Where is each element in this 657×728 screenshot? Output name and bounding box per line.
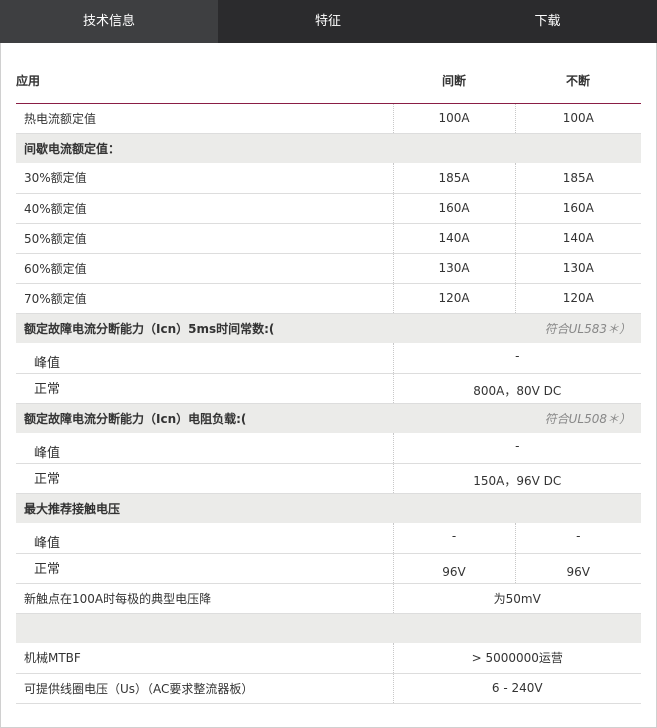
row-value: - xyxy=(392,433,641,464)
row-label: 40%额定值 xyxy=(16,193,393,224)
section-row: 最大推荐接触电压 xyxy=(16,493,641,523)
row-label: 50%额定值 xyxy=(16,223,393,254)
tab-downloads[interactable]: 下载 xyxy=(534,14,561,29)
section-label: 最大推荐接触电压 xyxy=(16,493,641,523)
table-row: 可提供线圈电压（Us）（AC要求整流器板） 6 - 240V xyxy=(16,673,641,704)
row-value: - xyxy=(392,343,641,374)
value-continuous: 140A xyxy=(514,223,641,254)
value-continuous: 160A xyxy=(514,193,641,224)
section-row xyxy=(16,613,641,643)
table-row: 峰值 - - xyxy=(16,523,641,554)
value-intermittent: 140A xyxy=(392,223,515,254)
table-row: 热电流额定值 100A 100A xyxy=(16,103,641,134)
tab-technical-info[interactable]: 技术信息 xyxy=(0,0,218,43)
value-continuous: 130A xyxy=(514,253,641,284)
table-row: 70%额定值 120A 120A xyxy=(16,283,641,314)
header-intermittent: 间断 xyxy=(393,58,515,104)
table-row: 50%额定值 140A 140A xyxy=(16,223,641,254)
header-continuous: 不断 xyxy=(515,58,641,104)
row-label: 60%额定值 xyxy=(16,253,393,284)
section-row: 额定故障电流分断能力（Icn）5ms时间常数:(符合UL583＊） xyxy=(16,313,641,343)
row-value: 为50mV xyxy=(392,583,641,614)
row-value: 150A，96V DC xyxy=(392,463,641,494)
section-row: 额定故障电流分断能力（Icn）电阻负载:(符合UL508＊） xyxy=(16,403,641,433)
section-label: 额定故障电流分断能力（Icn）5ms时间常数:( xyxy=(16,313,515,343)
table-header: 应用 间断 不断 xyxy=(16,58,641,104)
header-application: 应用 xyxy=(16,58,393,104)
row-value: > 5000000运营 xyxy=(392,643,641,674)
tab-bar: 技术信息 特征 下载 xyxy=(0,0,657,43)
value-intermittent: - xyxy=(392,523,515,554)
row-label: 热电流额定值 xyxy=(16,103,393,134)
table-row: 30%额定值 185A 185A xyxy=(16,163,641,194)
row-label: 可提供线圈电压（Us）（AC要求整流器板） xyxy=(16,673,393,704)
value-intermittent: 185A xyxy=(392,163,515,194)
table-row: 机械MTBF > 5000000运营 xyxy=(16,643,641,674)
section-label: 间歇电流额定值： xyxy=(16,133,641,163)
table-row: 正常 800A，80V DC xyxy=(16,373,641,404)
value-continuous: 185A xyxy=(514,163,641,194)
value-continuous: 100A xyxy=(514,103,641,134)
table-row: 正常 96V 96V xyxy=(16,553,641,584)
row-label: 70%额定值 xyxy=(16,283,393,314)
section-note: 符合UL583＊） xyxy=(515,313,641,343)
row-value: 6 - 240V xyxy=(392,673,641,704)
table-row: 新触点在100A时每极的典型电压降 为50mV xyxy=(16,583,641,614)
table-row: 峰值 - xyxy=(16,433,641,464)
table-row: 40%额定值 160A 160A xyxy=(16,193,641,224)
value-intermittent: 100A xyxy=(392,103,515,134)
row-label: 正常 xyxy=(16,373,393,404)
section-label xyxy=(16,613,641,643)
value-intermittent: 96V xyxy=(392,553,515,584)
table-row: 60%额定值 130A 130A xyxy=(16,253,641,284)
value-continuous: - xyxy=(514,523,641,554)
row-label: 正常 xyxy=(16,463,393,494)
row-label: 机械MTBF xyxy=(16,643,393,674)
row-label: 30%额定值 xyxy=(16,163,393,194)
tab-features[interactable]: 特征 xyxy=(314,14,341,29)
section-row: 间歇电流额定值： xyxy=(16,133,641,163)
row-value: 800A，80V DC xyxy=(392,373,641,404)
value-continuous: 120A xyxy=(514,283,641,314)
row-label: 峰值 xyxy=(16,523,393,554)
value-intermittent: 130A xyxy=(392,253,515,284)
value-intermittent: 120A xyxy=(392,283,515,314)
section-label: 额定故障电流分断能力（Icn）电阻负载:( xyxy=(16,403,515,433)
section-note: 符合UL508＊） xyxy=(515,403,641,433)
row-label: 峰值 xyxy=(16,433,393,464)
table-row: 正常 150A，96V DC xyxy=(16,463,641,494)
row-label: 新触点在100A时每极的典型电压降 xyxy=(16,583,393,614)
spec-table: 应用 间断 不断 热电流额定值 100A 100A 间歇电流额定值： 30%额定值 185… xyxy=(16,58,641,704)
row-label: 峰值 xyxy=(16,343,393,374)
table-row: 峰值 - xyxy=(16,343,641,374)
value-continuous: 96V xyxy=(514,553,641,584)
value-intermittent: 160A xyxy=(392,193,515,224)
row-label: 正常 xyxy=(16,553,393,584)
